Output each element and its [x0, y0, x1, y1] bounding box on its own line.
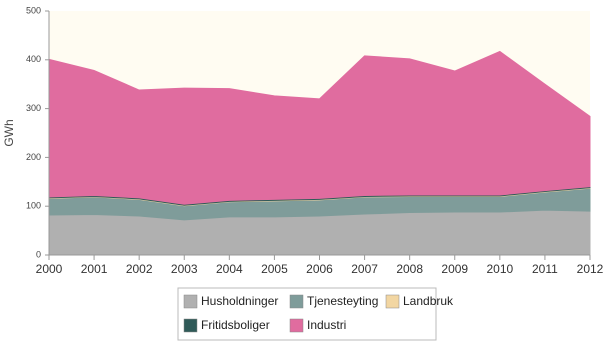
legend-label: Tjenesteyting [307, 294, 378, 308]
legend-label: Husholdninger [201, 294, 278, 308]
x-tick-label: 2008 [396, 262, 423, 276]
y-tick-label: 0 [36, 249, 41, 259]
legend-label: Industri [307, 318, 346, 332]
x-tick-label: 2011 [532, 262, 558, 276]
legend-swatch [183, 294, 198, 309]
area [48, 209, 591, 256]
y-axis-label: GWh [2, 119, 16, 146]
x-tick-label: 2009 [441, 262, 468, 276]
legend-swatch [385, 294, 400, 309]
x-tick-label: 2002 [126, 262, 153, 276]
legend-label: Fritidsboliger [201, 318, 270, 332]
legend-swatch [289, 294, 304, 309]
area [48, 50, 591, 205]
x-tick-label: 2010 [486, 262, 513, 276]
x-tick-label: 2003 [171, 262, 198, 276]
y-tick-label: 500 [26, 5, 41, 15]
y-tick-label: 100 [26, 201, 41, 211]
x-tick-label: 2004 [216, 262, 243, 276]
y-tick-label: 300 [26, 103, 41, 113]
x-tick-label: 2005 [261, 262, 288, 276]
y-tick-label: 200 [26, 152, 41, 162]
y-tick-label: 400 [26, 54, 41, 64]
x-tick-label: 2007 [351, 262, 378, 276]
legend-swatch [183, 318, 198, 333]
x-tick-label: 2000 [36, 262, 63, 276]
legend-label: Landbruk [403, 294, 454, 308]
x-tick-label: 2006 [306, 262, 333, 276]
legend-swatch [289, 318, 304, 333]
x-tick-label: 2001 [81, 262, 108, 276]
x-tick-label: 2012 [577, 262, 604, 276]
